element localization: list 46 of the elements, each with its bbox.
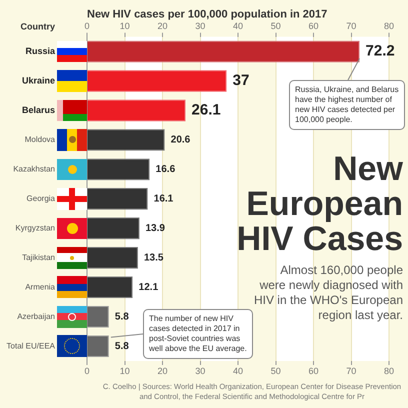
x-tick-label: 40 bbox=[232, 366, 244, 376]
y-tick-label: Kyrgyzstan bbox=[15, 224, 55, 233]
data-label: 16.6 bbox=[156, 164, 176, 176]
x2-tick-label: 80 bbox=[384, 20, 394, 31]
x-tick-label: 0 bbox=[84, 366, 90, 376]
x2-tick-label: 0 bbox=[84, 20, 90, 31]
x-tick-label: 80 bbox=[384, 366, 394, 376]
data-label: 26.1 bbox=[192, 102, 221, 119]
data-label: 72.2 bbox=[366, 42, 395, 60]
x2-axis-title: New HIV cases per 100,000 population in 2017 bbox=[87, 8, 328, 20]
x-tick-label: 30 bbox=[195, 366, 206, 376]
data-label: 5.8 bbox=[114, 312, 130, 323]
data-label: 16.1 bbox=[154, 194, 174, 205]
y-tick-label: Ukraine bbox=[22, 75, 55, 86]
text: Almost 160,000 people were newly diagnosed with HIV in the WHO's European region last year. bbox=[252, 263, 403, 323]
y-tick-label: Armenia bbox=[25, 282, 56, 292]
y-tick-label: Tajikistan bbox=[22, 253, 55, 262]
data-label: 20.6 bbox=[170, 134, 191, 146]
text: New European HIV Cases bbox=[236, 150, 403, 258]
y-tick-label: Total EU/EEA bbox=[6, 341, 56, 350]
x2-tick-label: 50 bbox=[270, 20, 281, 31]
x-tick-label: 70 bbox=[346, 366, 356, 376]
x2-tick-label: 10 bbox=[120, 20, 130, 31]
y-tick-label: Azerbaijan bbox=[17, 312, 55, 321]
data-label: 12.1 bbox=[138, 282, 159, 294]
x-tick-label: 60 bbox=[308, 366, 319, 376]
y-tick-label: Belarus bbox=[22, 104, 55, 115]
x2-tick-label: 20 bbox=[157, 20, 168, 31]
x-tick-label: 10 bbox=[120, 366, 130, 376]
x-tick-label: 20 bbox=[157, 366, 168, 376]
y-tick-label: Moldova bbox=[24, 135, 56, 144]
y-tick-label: Kazakhstan bbox=[13, 164, 55, 174]
x2-tick-label: 60 bbox=[308, 20, 319, 31]
x2-tick-label: 40 bbox=[232, 20, 244, 31]
annotation: Russia, Ukraine, and Belarus have the highest number of new HIV cases detected per 100,000 people. bbox=[289, 80, 405, 130]
x2-tick-label: 30 bbox=[195, 20, 206, 31]
data-label: 37 bbox=[232, 72, 250, 90]
x2-tick-label: 70 bbox=[346, 20, 356, 31]
y-tick-label: Russia bbox=[25, 46, 56, 56]
y-axis-title: Country bbox=[20, 21, 55, 32]
data-label: 13.9 bbox=[145, 223, 166, 234]
data-label: 13.5 bbox=[144, 252, 164, 264]
data-label: 5.8 bbox=[114, 341, 130, 352]
y-tick-label: Georgia bbox=[26, 194, 56, 204]
x-tick-label: 50 bbox=[270, 366, 281, 376]
annotation: The number of new HIV cases detected in 2017 in post-Soviet countries was well above the EU average. bbox=[143, 309, 253, 359]
